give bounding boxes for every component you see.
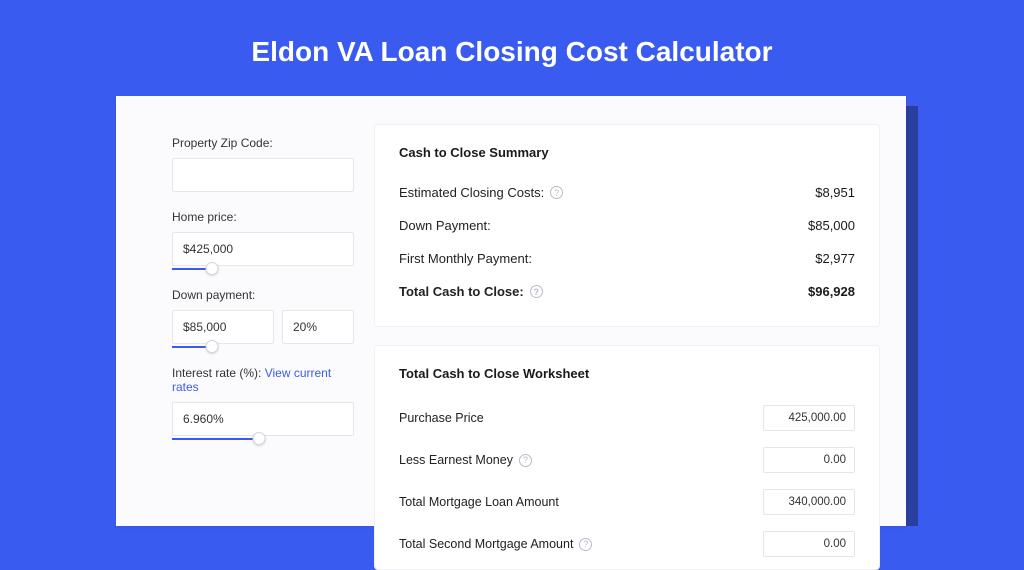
summary-box: Cash to Close Summary Estimated Closing … [374, 124, 880, 327]
worksheet-value-input[interactable]: 425,000.00 [763, 405, 855, 431]
worksheet-row: Less Earnest Money? 0.00 [399, 439, 855, 481]
down-payment-percent-input[interactable]: 20% [282, 310, 354, 344]
interest-rate-slider[interactable] [172, 438, 354, 440]
down-payment-slider[interactable] [172, 346, 354, 348]
page-title: Eldon VA Loan Closing Cost Calculator [0, 0, 1024, 68]
down-payment-field-group: Down payment: $85,000 20% [172, 288, 354, 348]
worksheet-row-label-text: Less Earnest Money [399, 453, 513, 467]
summary-row: First Monthly Payment: $2,977 [399, 242, 855, 275]
worksheet-row: Purchase Price 425,000.00 [399, 397, 855, 439]
summary-row: Estimated Closing Costs:? $8,951 [399, 176, 855, 209]
worksheet-row: Total Second Mortgage Amount? 0.00 [399, 523, 855, 565]
home-price-label: Home price: [172, 210, 354, 224]
inputs-panel: Property Zip Code: Home price: $425,000 … [116, 96, 374, 526]
summary-row-value: $85,000 [808, 218, 855, 233]
home-price-field-group: Home price: $425,000 [172, 210, 354, 270]
interest-rate-field-group: Interest rate (%): View current rates 6.… [172, 366, 354, 440]
home-price-input[interactable]: $425,000 [172, 232, 354, 266]
worksheet-row-label-text: Total Mortgage Loan Amount [399, 495, 559, 509]
worksheet-value-input[interactable]: 0.00 [763, 447, 855, 473]
summary-row-label: Total Cash to Close:? [399, 284, 543, 299]
summary-rows: Estimated Closing Costs:? $8,951 Down Paym… [399, 176, 855, 308]
summary-row-value: $96,928 [808, 284, 855, 299]
zip-field-group: Property Zip Code: [172, 136, 354, 192]
summary-row: Down Payment: $85,000 [399, 209, 855, 242]
calculator-card: Property Zip Code: Home price: $425,000 … [116, 96, 906, 526]
summary-row-label-text: Estimated Closing Costs: [399, 185, 544, 200]
help-icon[interactable]: ? [579, 538, 592, 551]
zip-input[interactable] [172, 158, 354, 192]
summary-row-value: $8,951 [815, 185, 855, 200]
zip-label: Property Zip Code: [172, 136, 354, 150]
interest-rate-input[interactable]: 6.960% [172, 402, 354, 436]
interest-rate-label: Interest rate (%): View current rates [172, 366, 354, 394]
worksheet-rows: Purchase Price 425,000.00 Less Earnest Mon… [399, 397, 855, 565]
help-icon[interactable]: ? [530, 285, 543, 298]
down-payment-slider-thumb[interactable] [206, 340, 219, 353]
down-payment-label: Down payment: [172, 288, 354, 302]
worksheet-box: Total Cash to Close Worksheet Purchase P… [374, 345, 880, 570]
summary-row: Total Cash to Close:? $96,928 [399, 275, 855, 308]
summary-title: Cash to Close Summary [399, 145, 855, 160]
results-panel: Cash to Close Summary Estimated Closing … [374, 96, 906, 526]
interest-rate-slider-track [172, 438, 259, 440]
worksheet-value-input[interactable]: 340,000.00 [763, 489, 855, 515]
help-icon[interactable]: ? [550, 186, 563, 199]
worksheet-row-label: Total Mortgage Loan Amount [399, 495, 559, 509]
summary-row-label-text: First Monthly Payment: [399, 251, 532, 266]
summary-row-label-text: Total Cash to Close: [399, 284, 524, 299]
home-price-slider-thumb[interactable] [206, 262, 219, 275]
worksheet-title: Total Cash to Close Worksheet [399, 366, 855, 381]
summary-row-value: $2,977 [815, 251, 855, 266]
summary-row-label: First Monthly Payment: [399, 251, 532, 266]
worksheet-row-label: Less Earnest Money? [399, 453, 532, 467]
summary-row-label-text: Down Payment: [399, 218, 491, 233]
home-price-slider[interactable] [172, 268, 354, 270]
help-icon[interactable]: ? [519, 454, 532, 467]
interest-rate-slider-thumb[interactable] [253, 432, 266, 445]
summary-row-label: Estimated Closing Costs:? [399, 185, 563, 200]
summary-row-label: Down Payment: [399, 218, 491, 233]
worksheet-row: Total Mortgage Loan Amount 340,000.00 [399, 481, 855, 523]
worksheet-value-input[interactable]: 0.00 [763, 531, 855, 557]
worksheet-row-label-text: Purchase Price [399, 411, 484, 425]
down-payment-input[interactable]: $85,000 [172, 310, 274, 344]
worksheet-row-label: Total Second Mortgage Amount? [399, 537, 592, 551]
interest-rate-label-text: Interest rate (%): [172, 366, 261, 380]
worksheet-row-label-text: Total Second Mortgage Amount [399, 537, 573, 551]
worksheet-row-label: Purchase Price [399, 411, 484, 425]
